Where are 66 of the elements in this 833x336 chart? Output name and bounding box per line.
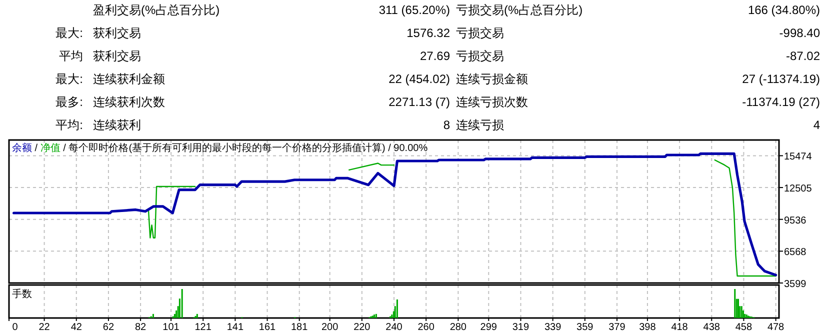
text: 311 (65.20%): [378, 3, 450, 17]
x-tick-label: 478: [767, 322, 785, 333]
x-tick-label: 101: [162, 322, 180, 333]
text: 盈利交易(%占总百分比): [93, 3, 220, 17]
text: 亏损交易: [456, 49, 504, 63]
text: 净值: [40, 142, 60, 154]
chart-title: 手数: [12, 288, 32, 300]
text: 连续获利: [93, 118, 141, 132]
text: 166 (34.80%): [748, 3, 820, 17]
text: 27 (-11374.19): [742, 72, 820, 86]
text: -87.02: [786, 49, 820, 63]
y-tick-label: 15474: [784, 152, 812, 163]
x-tick-label: 0: [12, 322, 18, 333]
text: 连续亏损金额: [456, 72, 528, 86]
text: 平均: [59, 49, 83, 63]
text: 最大:: [56, 72, 83, 86]
text: 余额: [12, 142, 32, 154]
text: 8: [443, 118, 450, 132]
x-tick-label: 240: [386, 322, 403, 333]
text: 2271.13 (7): [388, 95, 450, 109]
text: 1576.32: [406, 26, 450, 40]
text: 亏损交易(%占总百分比): [456, 3, 583, 17]
x-tick-label: 418: [671, 322, 688, 333]
x-tick-label: 339: [544, 322, 562, 333]
x-tick-label: 22: [38, 322, 50, 333]
x-tick-label: 260: [418, 322, 435, 333]
text: 4: [813, 118, 820, 132]
text: 平均:: [56, 118, 83, 132]
chart-title: 每个即时价格(基于所有可利用的最小时段的每一个价格的分形插值计算) / 90.00%: [68, 142, 428, 154]
x-tick-label: 458: [735, 322, 752, 333]
x-tick-label: 379: [608, 322, 626, 333]
x-tick-label: 181: [291, 322, 308, 333]
text: 获利交易: [93, 49, 141, 63]
x-tick-label: 319: [512, 322, 530, 333]
text: 连续亏损: [456, 118, 504, 132]
x-tick-label: 359: [576, 322, 594, 333]
text: -998.40: [779, 26, 820, 40]
x-tick-label: 62: [102, 322, 114, 333]
y-tick-label: 3599: [784, 279, 807, 290]
text: 获利交易: [93, 26, 141, 40]
text: 最大:: [56, 26, 83, 40]
x-tick-label: 280: [450, 322, 467, 333]
x-tick-label: 121: [194, 322, 212, 333]
text: 22 (454.02): [388, 72, 450, 86]
y-tick-label: 12505: [784, 184, 812, 195]
x-tick-label: 220: [354, 322, 371, 333]
text: 连续获利金额: [93, 72, 165, 86]
y-tick-label: 6568: [784, 247, 807, 258]
x-tick-label: 42: [70, 322, 82, 333]
x-tick-label: 398: [639, 322, 656, 333]
y-tick-label: 9536: [784, 215, 807, 226]
x-tick-label: 200: [321, 322, 339, 333]
text: -11374.19 (27): [742, 95, 820, 109]
text: 27.69: [420, 49, 450, 63]
x-tick-label: 161: [258, 322, 276, 333]
text: 连续获利次数: [93, 95, 165, 109]
annotation: /: [32, 143, 40, 154]
text: 连续亏损次数: [456, 95, 528, 109]
x-tick-label: 82: [134, 322, 147, 333]
text: /: [63, 143, 66, 154]
x-tick-label: 438: [703, 322, 720, 333]
text: 亏损交易: [456, 26, 504, 40]
x-tick-label: 141: [226, 322, 244, 333]
x-tick-label: 299: [480, 322, 498, 333]
text: 最多:: [56, 95, 83, 109]
line-series: [12, 152, 778, 276]
